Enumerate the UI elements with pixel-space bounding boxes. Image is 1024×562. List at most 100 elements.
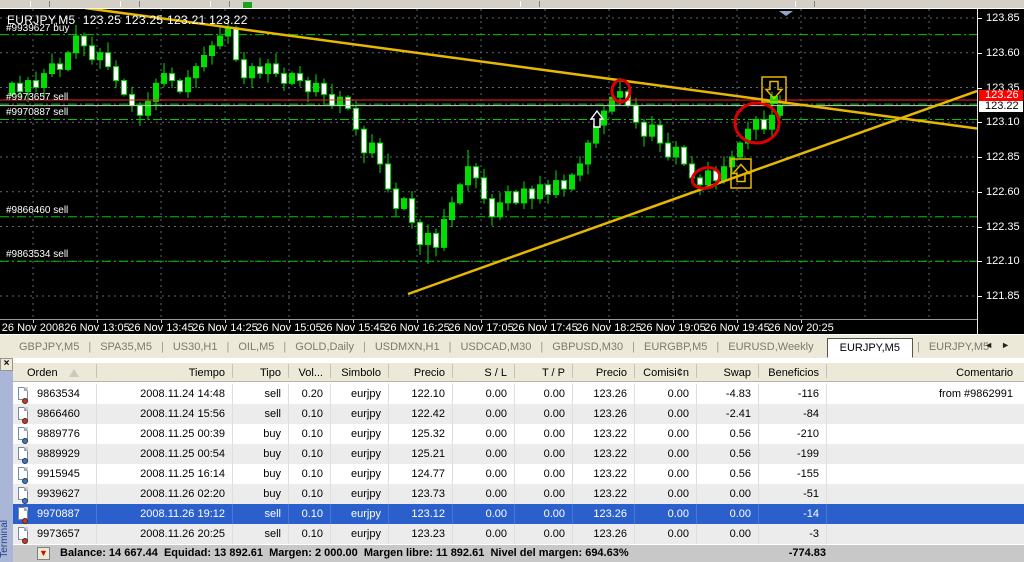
tab-scroll-left-icon[interactable]: ◄	[984, 340, 1002, 350]
column-separator[interactable]	[388, 364, 389, 378]
chart-tab-eurusd-weekly[interactable]: EURUSD,Weekly	[728, 341, 814, 353]
column-separator[interactable]	[452, 364, 453, 378]
candle-body	[233, 27, 239, 61]
cell-tipo: buy	[263, 428, 281, 440]
cell-separator	[514, 464, 515, 484]
column-separator[interactable]	[634, 364, 635, 378]
cell-beneficios: -14	[803, 508, 819, 520]
cell-tipo: sell	[264, 408, 281, 420]
price-tick	[978, 52, 982, 54]
column-header-orden[interactable]: Orden	[27, 367, 58, 379]
column-separator[interactable]	[96, 364, 97, 378]
chart-tab-spa35-m5[interactable]: SPA35,M5	[100, 341, 152, 353]
time-tick	[801, 320, 802, 323]
order-row-9939627[interactable]: 9939627 2008.11.26 02:20 buy 0.10 eurjpy 123.…	[13, 484, 1024, 504]
column-separator[interactable]	[232, 364, 233, 378]
price-axis-label: 122.35	[986, 220, 1020, 233]
terminal-tab-label[interactable]: Terminal	[0, 520, 10, 558]
candle-body	[505, 191, 511, 204]
cell-separator	[388, 464, 389, 484]
column-header-vol[interactable]: Vol...	[298, 367, 323, 379]
chart-tab-gbpusd-m30[interactable]: GBPUSD,M30	[552, 341, 624, 353]
toolbar-button[interactable]	[210, 1, 230, 7]
cell-tipo: buy	[263, 468, 281, 480]
candle-body	[617, 91, 623, 98]
chart-tab-eurgbp-m5[interactable]: EURGBP,M5	[644, 341, 708, 353]
column-separator[interactable]	[696, 364, 697, 378]
column-separator[interactable]	[288, 364, 289, 378]
ask-price-badge: 123.26	[979, 90, 1023, 101]
candlestick-chart[interactable]	[0, 9, 977, 319]
sell-order-icon	[22, 518, 28, 524]
cell-separator	[514, 404, 515, 424]
column-separator[interactable]	[330, 364, 331, 378]
order-row-9866460[interactable]: 9866460 2008.11.24 15:56 sell 0.10 eurjpy 122…	[13, 404, 1024, 424]
terminal-close-button[interactable]: ×	[0, 358, 13, 371]
cell-separator	[572, 504, 573, 524]
cell-swap: -4.83	[725, 388, 751, 400]
cell-separator	[696, 504, 697, 524]
column-header-tp[interactable]: T / P	[541, 367, 565, 379]
column-header-precio[interactable]: Precio	[413, 367, 445, 379]
cell-precio2: 123.22	[593, 428, 627, 440]
cell-separator	[96, 404, 97, 424]
column-separator[interactable]	[572, 364, 573, 378]
order-row-9889776[interactable]: 9889776 2008.11.25 00:39 buy 0.10 eurjpy 125.…	[13, 424, 1024, 444]
cell-separator	[826, 524, 827, 544]
cell-tp: 0.00	[543, 388, 565, 400]
cell-tiempo: 2008.11.25 16:14	[140, 468, 225, 480]
chart-tab-oil-m5[interactable]: OIL,M5	[238, 341, 275, 353]
order-row-9970887[interactable]: 9970887 2008.11.26 19:12 sell 0.10 eurjpy 123…	[13, 504, 1024, 524]
column-header-tipo[interactable]: Tipo	[260, 367, 281, 379]
order-document-icon	[18, 447, 28, 464]
tab-scroll-arrows[interactable]: ◄►	[984, 340, 1018, 350]
chart-tab-us30-h1[interactable]: US30,H1	[172, 341, 218, 353]
column-header-tiempo[interactable]: Tiempo	[188, 367, 225, 379]
column-header-swap[interactable]: Swap	[723, 367, 751, 379]
column-header-beneficios[interactable]: Beneficios	[768, 367, 819, 379]
cell-separator	[758, 524, 759, 544]
column-separator[interactable]	[826, 364, 827, 378]
column-separator[interactable]	[758, 364, 759, 378]
column-header-sl[interactable]: S / L	[484, 367, 507, 379]
cell-comision: 0.00	[667, 528, 689, 540]
cell-separator	[96, 384, 97, 404]
order-row-9889929[interactable]: 9889929 2008.11.25 00:54 buy 0.10 eurjpy 125.…	[13, 444, 1024, 464]
yellow-box-annotation	[730, 158, 752, 189]
chart-tab-gold-daily[interactable]: GOLD,Daily	[295, 341, 354, 353]
cell-tipo: buy	[263, 488, 281, 500]
order-row-9973657[interactable]: 9973657 2008.11.26 20:25 sell 0.10 eurjpy 123…	[13, 524, 1024, 544]
candle-body	[417, 221, 423, 246]
column-header-comision[interactable]: Comisi¢n	[643, 367, 689, 379]
column-separator[interactable]	[514, 364, 515, 378]
order-document-icon	[18, 467, 28, 484]
chart-window[interactable]: EURJPY,M5 123.25 123.25 123.21 123.22 #9…	[0, 8, 1024, 336]
candle-body	[177, 80, 183, 93]
column-header-comentario[interactable]: Comentario	[956, 367, 1013, 379]
time-axis[interactable]: 26 Nov 2008 26 Nov 13:05 26 Nov 13:45 26 No…	[0, 319, 977, 336]
chart-tab-gbpjpy-m5[interactable]: GBPJPY,M5	[19, 341, 80, 353]
chart-tab-usdmxn-h1[interactable]: USDMXN,H1	[374, 341, 440, 353]
chart-tab-usdcad-m30[interactable]: USDCAD,M30	[460, 341, 532, 353]
cell-separator	[96, 424, 97, 444]
cell-separator	[572, 464, 573, 484]
toolbar-button[interactable]	[795, 1, 815, 7]
toolbar-button[interactable]	[520, 1, 540, 7]
time-axis-label: 26 Nov 13:05	[64, 322, 130, 334]
column-header-precio2[interactable]: Precio	[595, 367, 627, 379]
order-row-9915945[interactable]: 9915945 2008.11.25 16:14 buy 0.10 eurjpy 124.…	[13, 464, 1024, 484]
chart-tab-eurjpy-m5[interactable]: EURJPY,M5	[928, 341, 990, 353]
price-axis[interactable]: 123.85 123.60 123.35 123.10 122.85 122.60 122.…	[977, 9, 1024, 335]
column-header-simbolo[interactable]: Simbolo	[341, 367, 381, 379]
cell-separator	[826, 384, 827, 404]
chart-tab-eurjpy-m5[interactable]: EURJPY,M5	[826, 337, 913, 358]
order-row-9863534[interactable]: 9863534 2008.11.24 14:48 sell 0.20 eurjpy 122…	[13, 384, 1024, 404]
cell-separator	[634, 464, 635, 484]
toolbar-button[interactable]	[120, 1, 140, 7]
tab-scroll-right-icon[interactable]: ►	[1001, 340, 1018, 350]
price-axis-label: 122.60	[986, 185, 1020, 198]
cell-separator	[452, 524, 453, 544]
toolbar-button[interactable]	[30, 1, 50, 7]
cell-separator	[96, 444, 97, 464]
cell-precio: 123.23	[411, 528, 445, 540]
